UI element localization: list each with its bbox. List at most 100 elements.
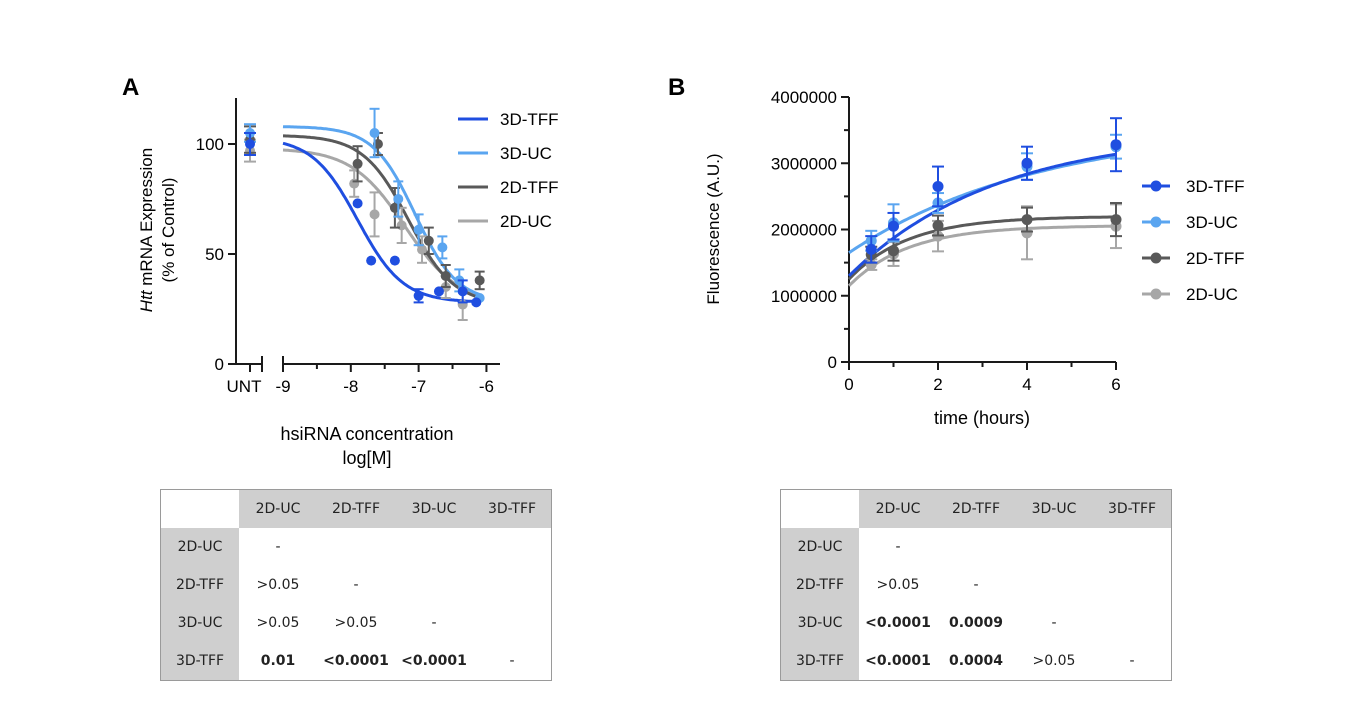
panel-b-data-points	[865, 117, 1122, 271]
legend-swatch-marker	[1150, 180, 1162, 192]
panel-a-x-tick-label: -8	[343, 377, 358, 396]
legend-item-2d-tff: 2D-TFF	[458, 178, 559, 197]
table-cell: 0.0004	[937, 642, 1015, 681]
table-header-row: 2D-UC 2D-TFF 3D-UC 3D-TFF	[780, 489, 1172, 528]
panel-b-x-tick-label: 2	[933, 375, 942, 394]
panel-b-axes	[841, 96, 1117, 370]
panel-b-letter: B	[668, 74, 685, 101]
legend-item-2d-uc: 2D-UC	[1142, 285, 1238, 304]
data-point-2d-uc	[396, 220, 407, 231]
legend-item-3d-tff: 3D-TFF	[458, 110, 559, 129]
table-cell	[395, 566, 473, 604]
table-cell: 0.01	[239, 642, 317, 681]
panel-a-y-axis-label-rest: mRNA Expression	[137, 148, 156, 291]
row-header: 3D-UC	[160, 604, 239, 642]
panel-a-y-tick-label: 0	[215, 355, 224, 374]
legend-swatch-marker	[1150, 288, 1162, 300]
data-point-2d-tff	[888, 245, 899, 257]
panel-a-x-tick-label: -9	[275, 377, 290, 396]
data-point-3d-tff	[433, 286, 444, 297]
legend-label: 3D-UC	[500, 144, 552, 163]
panel-a-x-tick-label: -6	[479, 377, 494, 396]
table-corner-cell	[780, 489, 859, 528]
row-header: 3D-UC	[780, 604, 859, 642]
data-point-3d-tff	[1021, 157, 1033, 169]
panel-a-chart: 0 50 100 -9 -8 -7 -6 UNT 3D-TFF 3D-UC 2D-TFF 2D-UC…	[137, 98, 559, 468]
data-point-2d-uc	[417, 244, 428, 255]
legend-item-3d-uc: 3D-UC	[458, 144, 552, 163]
panel-a-axis-lines	[228, 98, 500, 372]
table-row: 3D-UC <0.0001 0.0009 -	[780, 604, 1172, 642]
data-point-2d-tff	[1110, 214, 1122, 226]
data-point-3d-tff	[865, 243, 877, 255]
data-point-3d-tff-unt	[245, 139, 255, 149]
table-cell	[1015, 528, 1093, 566]
legend-label: 2D-UC	[1186, 285, 1238, 304]
fit-curve-3d-tff	[282, 141, 480, 304]
table-row: 3D-TFF <0.0001 0.0004 >0.05 -	[780, 642, 1172, 681]
table-header-row: 2D-UC 2D-TFF 3D-UC 3D-TFF	[160, 489, 552, 528]
data-point-2d-uc	[1021, 227, 1033, 239]
data-point-3d-tff	[932, 180, 944, 192]
legend-label: 2D-UC	[500, 212, 552, 231]
panel-a-y-tick-label: 100	[196, 135, 224, 154]
panel-b-y-axis-label: Fluorescence (A.U.)	[704, 153, 723, 304]
data-point-3d-uc	[413, 224, 424, 235]
panel-a-y-tick-label: 50	[205, 245, 224, 264]
table-row: 2D-TFF >0.05 -	[780, 566, 1172, 604]
table-cell	[1093, 566, 1172, 604]
legend-item-2d-uc: 2D-UC	[458, 212, 552, 231]
row-header: 2D-TFF	[160, 566, 239, 604]
table-cell: -	[317, 566, 395, 604]
column-header: 2D-UC	[859, 489, 937, 528]
row-header: 2D-TFF	[780, 566, 859, 604]
panel-b-x-tick-label: 4	[1022, 375, 1031, 394]
table-cell: 0.0009	[937, 604, 1015, 642]
data-point-2d-tff	[423, 235, 434, 246]
column-header: 3D-TFF	[1093, 489, 1172, 528]
panel-b-y-tick-label: 0	[828, 353, 837, 372]
panel-b-x-tick-label: 6	[1111, 375, 1120, 394]
data-point-2d-tff	[1021, 214, 1033, 226]
table-cell: <0.0001	[317, 642, 395, 681]
legend-item-2d-tff: 2D-TFF	[1142, 249, 1245, 268]
data-point-3d-tff	[888, 220, 899, 232]
panel-a-axes	[228, 98, 500, 372]
panel-a-x-axis-label-line1: hsiRNA concentration	[280, 424, 453, 444]
table-cell: -	[937, 566, 1015, 604]
table-cell: >0.05	[1015, 642, 1093, 681]
panel-a-y-axis-label-line1: Htt mRNA Expression	[137, 148, 156, 312]
data-point-3d-tff	[471, 297, 482, 308]
row-header: 3D-TFF	[160, 642, 239, 681]
table-cell: -	[395, 604, 473, 642]
data-point-3d-uc	[369, 128, 380, 138]
legend-label: 3D-TFF	[500, 110, 559, 129]
panel-b-y-tick-label: 3000000	[771, 154, 837, 173]
panel-b-y-tick-label: 4000000	[771, 88, 837, 107]
legend-swatch-marker	[1150, 252, 1162, 264]
panel-a-letter: A	[122, 74, 139, 101]
panel-b-chart: 0 1000000 2000000 3000000 4000000 0 2 4 6 3D-TFF…	[704, 88, 1245, 428]
table-cell	[395, 528, 473, 566]
data-point-2d-tff	[352, 158, 363, 169]
panel-a-data-points	[244, 107, 485, 321]
row-header: 3D-TFF	[780, 642, 859, 681]
panel-a-y-axis-label-italic: Htt	[137, 289, 156, 312]
table-row: 3D-UC >0.05 >0.05 -	[160, 604, 552, 642]
column-header: 3D-UC	[395, 489, 473, 528]
column-header: 2D-TFF	[317, 489, 395, 528]
data-point-3d-tff	[389, 255, 400, 266]
data-point-2d-tff	[440, 271, 451, 281]
table-row: 2D-UC -	[780, 528, 1172, 566]
data-point-3d-uc	[437, 242, 448, 253]
data-point-3d-tff	[366, 255, 377, 266]
column-header: 2D-TFF	[937, 489, 1015, 528]
panel-a-unt-label: UNT	[227, 377, 262, 396]
panel-a-x-axis-label-line2: log[M]	[342, 448, 391, 468]
legend-label: 2D-TFF	[1186, 249, 1245, 268]
data-point-3d-tff	[457, 286, 468, 297]
table-cell: <0.0001	[859, 604, 937, 642]
table-cell: -	[859, 528, 937, 566]
column-header: 3D-UC	[1015, 489, 1093, 528]
table-cell	[473, 604, 552, 642]
